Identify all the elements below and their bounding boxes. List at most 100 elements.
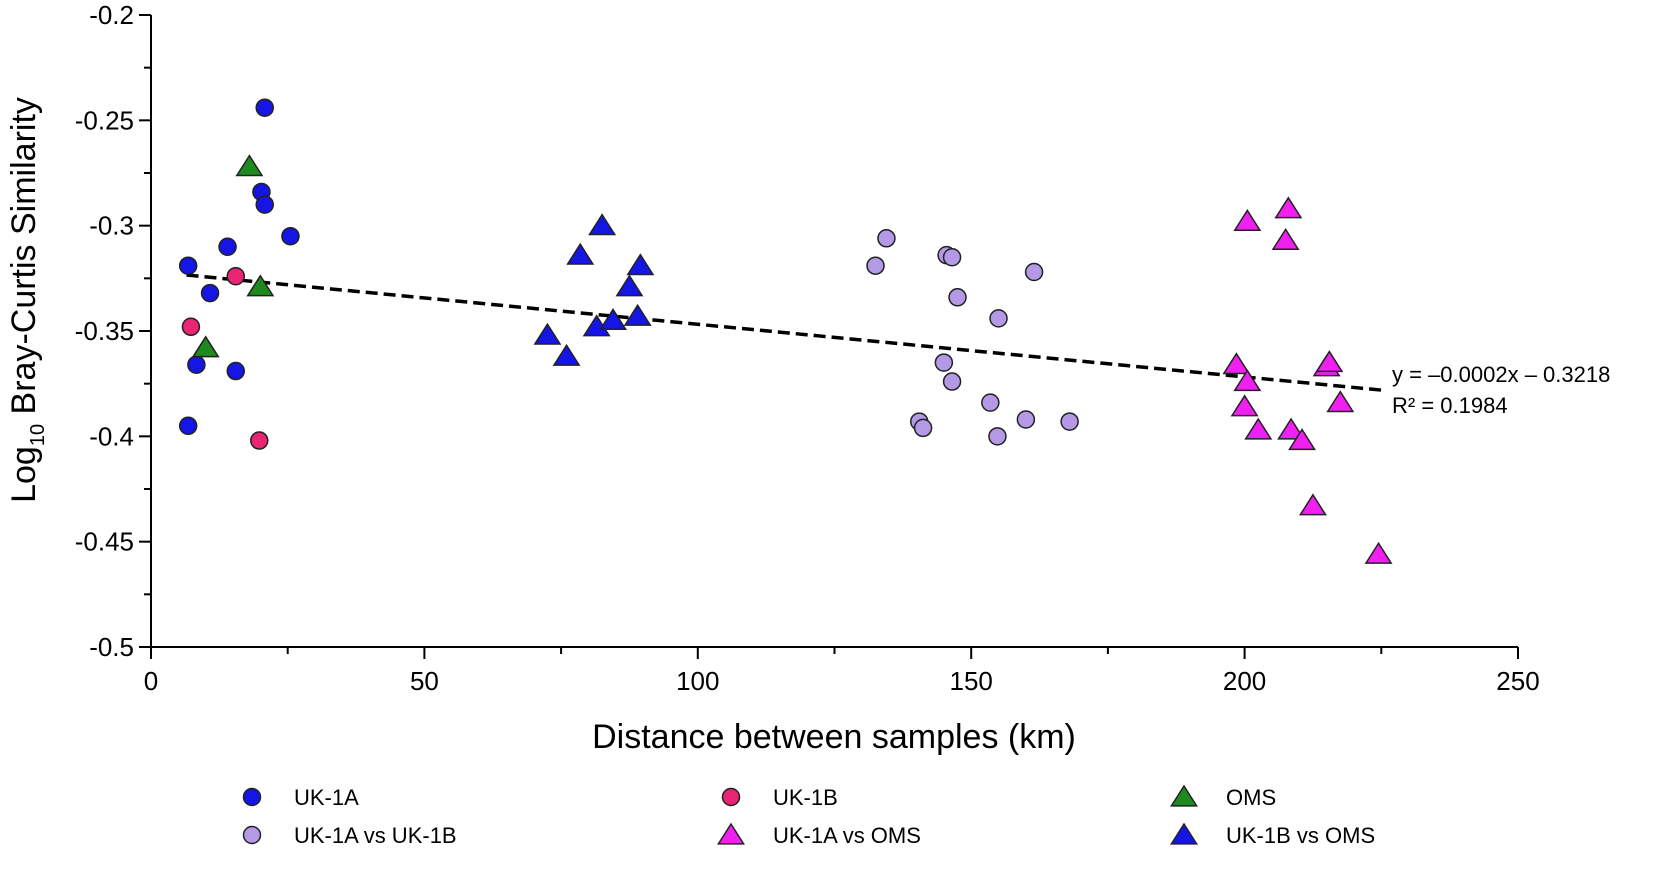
y-axis-title-suffix: Bray-Curtis Similarity: [5, 97, 43, 424]
data-point: [191, 335, 220, 358]
legend-item-uk-1b: UK-1B: [721, 785, 838, 810]
data-point: [1288, 428, 1316, 451]
regression: y = –0.0002x – 0.3218 R² = 0.1984: [186, 273, 1610, 418]
data-point: [552, 343, 581, 366]
regression-equation: y = –0.0002x – 0.3218: [1392, 362, 1610, 387]
x-tick-label: 0: [144, 666, 158, 696]
legend-item-uk-1b-vs-oms: UK-1B vs OMS: [1170, 822, 1375, 848]
series-uk-1a: [178, 98, 300, 436]
legend-marker: [1170, 822, 1198, 845]
y-tick-label: -0.5: [89, 632, 134, 662]
data-point: [1274, 196, 1303, 219]
legend-item-uk-1a: UK-1A: [242, 785, 359, 810]
data-point: [1230, 394, 1259, 417]
data-point: [255, 98, 274, 117]
legend-marker: [242, 787, 262, 807]
data-point: [1016, 410, 1036, 429]
x-tick-label: 100: [676, 666, 719, 696]
y-tick-label: -0.3: [89, 211, 134, 241]
data-point: [181, 317, 201, 337]
legend: UK-1A UK-1B OMS UK-1A vs UK-1B UK-1A vs OMS U…: [242, 784, 1375, 848]
data-point: [250, 431, 269, 450]
data-point: [942, 248, 962, 267]
y-axis-title-prefix: Log: [5, 446, 43, 503]
x-tick-label: 150: [950, 666, 993, 696]
legend-label: UK-1A vs OMS: [773, 823, 921, 848]
legend-item-uk-1a-vs-oms: UK-1A vs OMS: [717, 822, 921, 848]
data-point: [877, 229, 896, 248]
data-point: [187, 355, 206, 374]
data-point: [981, 393, 1000, 412]
legend-marker: [721, 787, 741, 807]
data-point: [948, 288, 967, 307]
data-point: [1233, 209, 1262, 232]
data-point: [934, 353, 954, 372]
data-point: [281, 226, 300, 246]
data-point: [989, 309, 1008, 328]
data-point: [178, 416, 198, 436]
legend-marker: [242, 825, 262, 845]
series-uk-1a-vs-oms: [1222, 196, 1393, 564]
legend-marker: [717, 822, 745, 845]
y-tick-label: -0.45: [75, 527, 134, 557]
data-point: [566, 242, 595, 265]
regression-line: [186, 273, 1382, 392]
data-point: [1326, 390, 1355, 413]
series-uk-1b-vs-oms: [533, 213, 655, 366]
data-point: [200, 283, 220, 303]
regression-r-squared: R² = 0.1984: [1392, 393, 1508, 418]
data-points: [178, 98, 1393, 564]
data-point: [866, 256, 885, 275]
data-point: [1277, 417, 1306, 440]
data-point: [1244, 417, 1273, 440]
data-point: [588, 213, 617, 236]
data-point: [246, 274, 275, 297]
data-point: [623, 303, 652, 326]
data-point: [178, 256, 198, 275]
x-tick-label: 50: [410, 666, 439, 696]
data-point: [1233, 369, 1262, 392]
legend-label: UK-1A: [294, 785, 359, 810]
legend-marker: [1170, 784, 1198, 807]
y-tick-label: -0.35: [75, 316, 134, 346]
data-point: [1271, 227, 1300, 250]
tick-labels: 0 50 100 150 200 250 -0.5 -0.45 -0.4 -0.35 -0.3 -0.…: [75, 0, 1540, 696]
y-tick-label: -0.2: [89, 0, 134, 30]
legend-label: UK-1B vs OMS: [1226, 823, 1375, 848]
x-axis-title: Distance between samples (km): [592, 718, 1076, 756]
data-point: [1315, 350, 1344, 373]
data-point: [218, 237, 237, 256]
data-point: [1298, 493, 1327, 516]
series-uk-1a-vs-uk-1b: [866, 229, 1079, 446]
y-axis-title: Log10 Bray-Curtis Similarity: [5, 97, 49, 503]
data-point: [988, 427, 1007, 446]
axes: [150, 15, 1518, 648]
data-point: [599, 308, 628, 331]
data-point: [913, 418, 933, 438]
data-point: [533, 322, 562, 345]
series-uk-1b: [181, 266, 269, 450]
y-tick-label: -0.4: [89, 421, 134, 451]
legend-label: OMS: [1226, 785, 1276, 810]
legend-item-uk-1a-vs-uk-1b: UK-1A vs UK-1B: [242, 823, 457, 848]
data-point: [235, 154, 264, 177]
data-point: [1024, 262, 1044, 282]
legend-label: UK-1A vs UK-1B: [294, 823, 457, 848]
data-point: [255, 195, 274, 214]
series-oms: [191, 154, 275, 358]
data-point: [1060, 412, 1079, 431]
legend-item-oms: OMS: [1170, 784, 1276, 810]
data-point: [226, 361, 246, 381]
data-point: [1222, 352, 1251, 375]
ticks: [139, 14, 1519, 659]
data-point: [626, 253, 655, 276]
y-tick-label: -0.25: [75, 105, 134, 135]
legend-label: UK-1B: [773, 785, 838, 810]
data-point: [615, 274, 644, 297]
y-axis-title-subscript: 10: [27, 424, 49, 446]
data-point: [226, 266, 246, 286]
x-tick-label: 200: [1223, 666, 1266, 696]
x-tick-label: 250: [1496, 666, 1539, 696]
data-point: [1364, 541, 1393, 564]
